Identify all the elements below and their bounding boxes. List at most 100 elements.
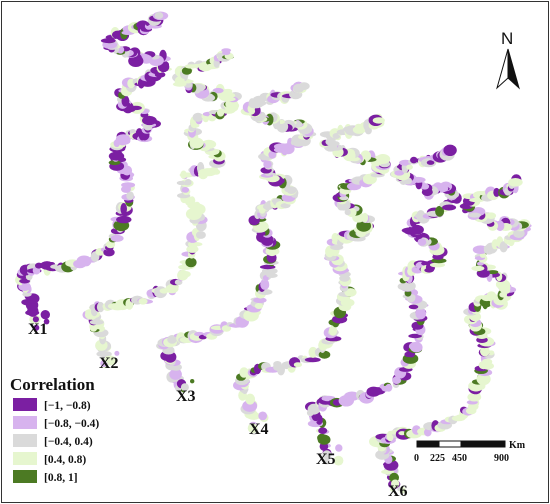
map-patch [180,271,191,278]
legend-title: Correlation [10,375,95,394]
map-patch [362,220,371,231]
map-patch [398,431,406,436]
map-patch [261,267,278,275]
map-patch [256,99,266,107]
map-patch [185,257,197,268]
map-patch [190,379,195,384]
map-patch [263,160,272,169]
map-patch [258,411,268,421]
legend-label-1: [−1, −0.8) [44,400,91,412]
map-patch [195,231,206,239]
map-patch [138,298,148,305]
map-patch [333,455,344,466]
scale-tick-225: 225 [430,453,445,464]
map-panel-x2 [82,48,242,369]
map-patch [335,444,343,452]
panel-label-x2: X2 [99,355,119,372]
map-patch [240,318,248,328]
map-patch [408,341,423,351]
map-patch [417,238,427,246]
map-patch [89,319,104,325]
map-patch [206,168,218,173]
map-patch [188,242,203,247]
scale-unit: Km [509,440,526,451]
map-patch [493,187,500,197]
map-patch [332,133,341,139]
map-patch [265,247,280,256]
map-patch [397,486,402,492]
map-patch [322,450,332,460]
legend-label-3: [−0.4, 0.4) [44,436,93,448]
map-patch [406,164,413,170]
legend-swatch-1 [13,398,37,411]
map-patch [471,265,485,272]
legend-swatch-5 [13,470,37,483]
map-panel-x3 [156,81,317,393]
map-patch [121,182,136,188]
map-patch [43,318,50,325]
map-patch [105,240,116,249]
scale-seg-1 [416,440,440,448]
map-patch [96,350,112,358]
map-panel-x6 [369,174,532,494]
map-patch [468,212,482,218]
map-patch [408,224,424,235]
map-patch [246,394,253,402]
legend-swatch-3 [13,434,37,447]
map-patch [120,203,127,215]
map-patch [33,324,40,331]
legend-label-4: [0.4, 0.8) [44,454,86,466]
map-patch [389,486,395,492]
map-patch [426,160,435,165]
map-patch [410,156,418,164]
map-patch [308,346,318,358]
map-patch [114,350,120,356]
scale-tick-0: 0 [414,453,419,464]
map-patch [142,115,157,126]
north-arrow-icon [496,48,520,90]
map-patch [126,191,134,201]
map-panel-x5 [305,144,462,466]
map-patch [400,280,416,292]
map-patch [181,187,190,193]
map-patch [115,134,131,144]
map-patch [508,178,523,187]
map-patch [408,333,422,339]
map-patch [167,335,178,344]
map-patch [212,87,224,94]
map-patch [293,83,304,93]
map-patch [268,150,277,159]
map-patch [293,362,302,368]
map-patch [213,149,220,153]
map-patch [254,303,264,309]
north-label: N [501,29,513,48]
scale-tick-450: 450 [452,453,467,464]
map-patch [344,288,357,297]
map-patch [154,12,164,19]
map-patch [487,270,499,275]
panel-label-x4: X4 [249,421,269,438]
map-patch [96,301,105,313]
map-patch [328,325,338,336]
map-patch [108,160,121,166]
map-patch [108,151,125,161]
legend-swatch-2 [13,416,37,429]
map-patch [429,262,446,268]
map-patch [221,48,232,53]
scale-tick-900: 900 [494,453,509,464]
map-patch [469,197,485,203]
map-patch [19,278,30,284]
legend-label-2: [−0.8, −0.4) [44,418,99,430]
map-patch [415,307,427,320]
scale-bar: Km 0 225 450 900 [414,440,526,464]
map-patch [394,170,405,176]
map-patch [181,67,192,75]
map-panel-x1 [15,11,172,331]
map-patch [442,204,457,211]
map-patch [116,215,132,224]
map-patch [266,273,278,278]
legend-swatch-4 [13,452,37,465]
map-patch [317,433,327,442]
